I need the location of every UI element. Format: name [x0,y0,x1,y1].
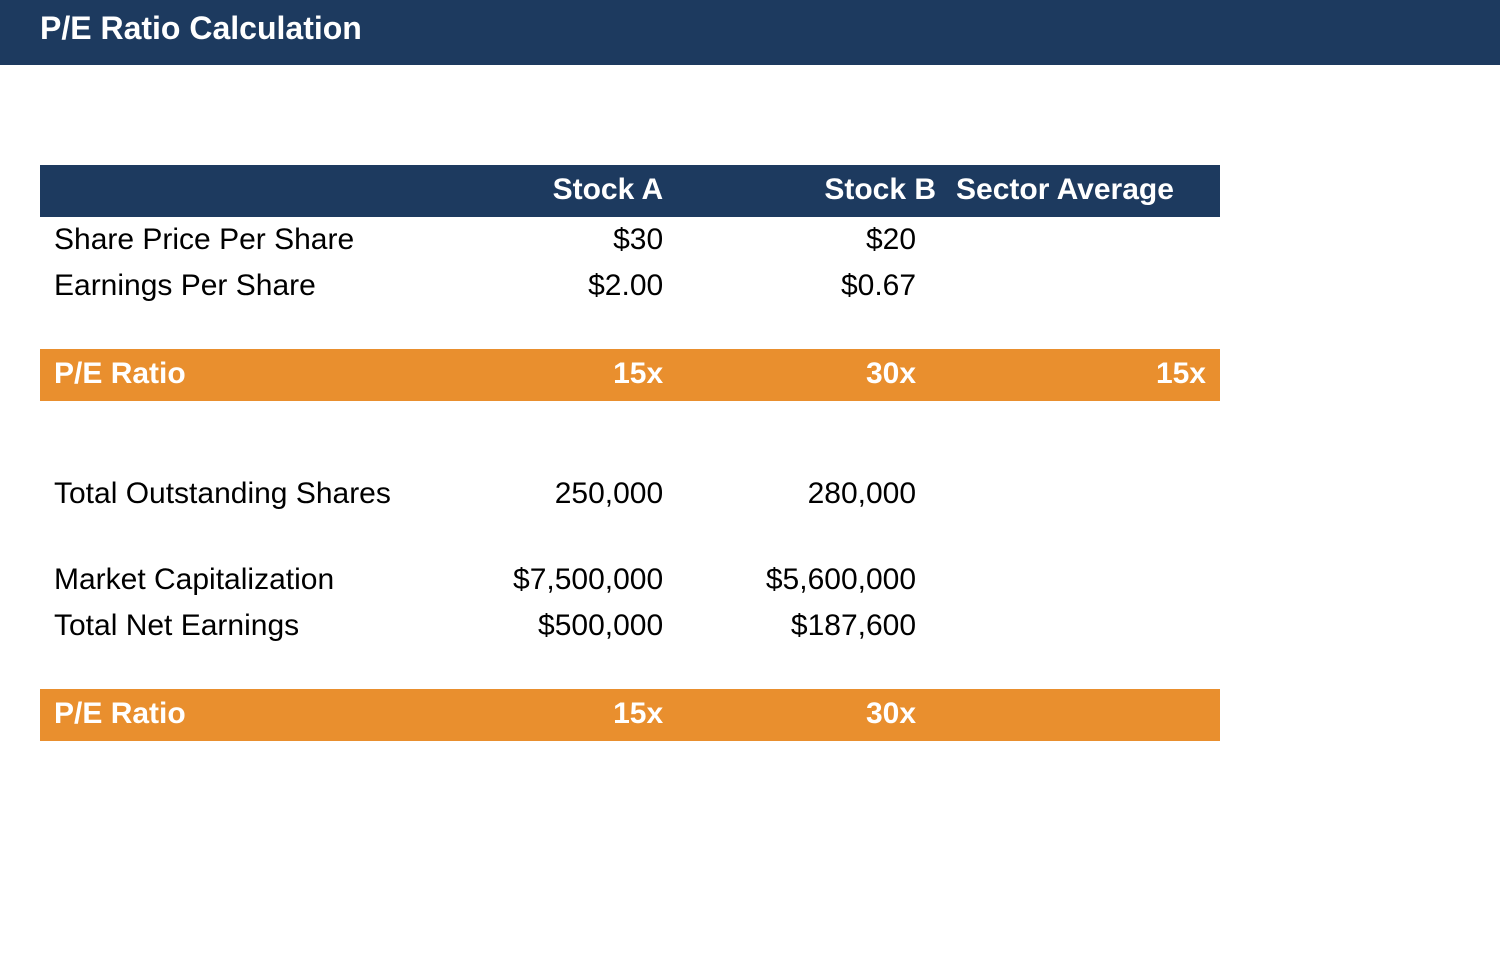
eps-b: $0.67 [693,263,946,309]
spacer-row [40,401,1220,471]
share-price-b: $20 [693,217,946,263]
row-pe-ratio-2: P/E Ratio 15x 30x [40,689,1220,741]
label-pe-2: P/E Ratio [40,689,440,741]
label-net-earn: Total Net Earnings [40,603,440,649]
net-earn-sector [946,603,1220,649]
eps-sector [946,263,1220,309]
eps-a: $2.00 [440,263,693,309]
mcap-b: $5,600,000 [693,557,946,603]
share-price-a: $30 [440,217,693,263]
page-title-bar: P/E Ratio Calculation [0,0,1500,65]
pe1-b: 30x [693,349,946,401]
page-title: P/E Ratio Calculation [40,10,362,46]
pe2-a: 15x [440,689,693,741]
header-stock-a: Stock A [440,165,693,217]
spacer-row [40,309,1220,349]
pe-ratio-table: Stock A Stock B Sector Average Share Pri… [40,165,1220,741]
spacer-row [40,649,1220,689]
pe2-sector [946,689,1220,741]
row-outstanding-shares: Total Outstanding Shares 250,000 280,000 [40,471,1220,517]
shares-b: 280,000 [693,471,946,517]
spacer-row [40,517,1220,557]
row-pe-ratio-1: P/E Ratio 15x 30x 15x [40,349,1220,401]
mcap-a: $7,500,000 [440,557,693,603]
net-earn-b: $187,600 [693,603,946,649]
header-stock-b: Stock B [693,165,946,217]
pe1-sector: 15x [946,349,1220,401]
pe2-b: 30x [693,689,946,741]
row-share-price: Share Price Per Share $30 $20 [40,217,1220,263]
row-market-cap: Market Capitalization $7,500,000 $5,600,… [40,557,1220,603]
pe1-a: 15x [440,349,693,401]
mcap-sector [946,557,1220,603]
shares-a: 250,000 [440,471,693,517]
label-shares: Total Outstanding Shares [40,471,440,517]
label-eps: Earnings Per Share [40,263,440,309]
row-eps: Earnings Per Share $2.00 $0.67 [40,263,1220,309]
content-area: Stock A Stock B Sector Average Share Pri… [0,65,1500,781]
row-net-earnings: Total Net Earnings $500,000 $187,600 [40,603,1220,649]
share-price-sector [946,217,1220,263]
label-pe-1: P/E Ratio [40,349,440,401]
label-mcap: Market Capitalization [40,557,440,603]
header-sector-average: Sector Average [946,165,1220,217]
net-earn-a: $500,000 [440,603,693,649]
label-share-price: Share Price Per Share [40,217,440,263]
table-header-row: Stock A Stock B Sector Average [40,165,1220,217]
header-blank [40,165,440,217]
shares-sector [946,471,1220,517]
